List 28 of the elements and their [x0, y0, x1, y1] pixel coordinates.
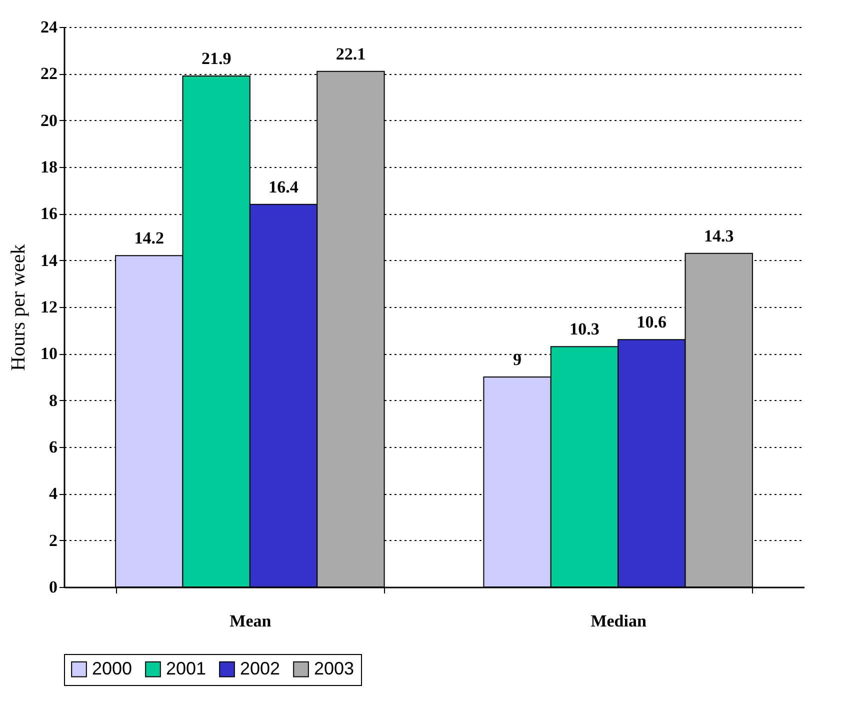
- y-tick-label: 18: [40, 158, 58, 176]
- y-axis-title: Hours per week: [8, 244, 30, 371]
- y-tick-label: 6: [49, 438, 58, 456]
- y-tick-label: 8: [49, 390, 58, 410]
- data-label: 14.3: [704, 226, 734, 246]
- data-label: 10.3: [570, 320, 600, 339]
- legend-label: 2003: [314, 658, 354, 678]
- y-tick-label: 14: [40, 250, 58, 270]
- y-tick-label: 24: [40, 18, 58, 36]
- y-tick-label: 22: [40, 64, 58, 84]
- data-label: 14.2: [134, 228, 164, 248]
- data-label: 21.9: [201, 49, 232, 68]
- legend-label: 2001: [166, 658, 206, 678]
- y-tick-label: 20: [40, 110, 58, 130]
- y-tick-label: 10: [40, 344, 58, 364]
- data-label: 10.6: [636, 312, 667, 332]
- y-tick-label: 2: [49, 530, 58, 550]
- y-tick-label: 0: [49, 578, 58, 596]
- data-label: 22.1: [336, 44, 366, 64]
- y-tick-label: 12: [40, 298, 58, 316]
- x-tick-label: Mean: [230, 612, 272, 630]
- y-tick-label: 4: [49, 484, 58, 504]
- data-label: 9: [513, 350, 522, 369]
- legend-label: 2000: [92, 658, 132, 678]
- y-tick-label: 16: [40, 204, 58, 224]
- x-tick-label: Median: [590, 612, 647, 630]
- legend-label: 2002: [240, 658, 280, 678]
- data-label: 16.4: [268, 177, 299, 196]
